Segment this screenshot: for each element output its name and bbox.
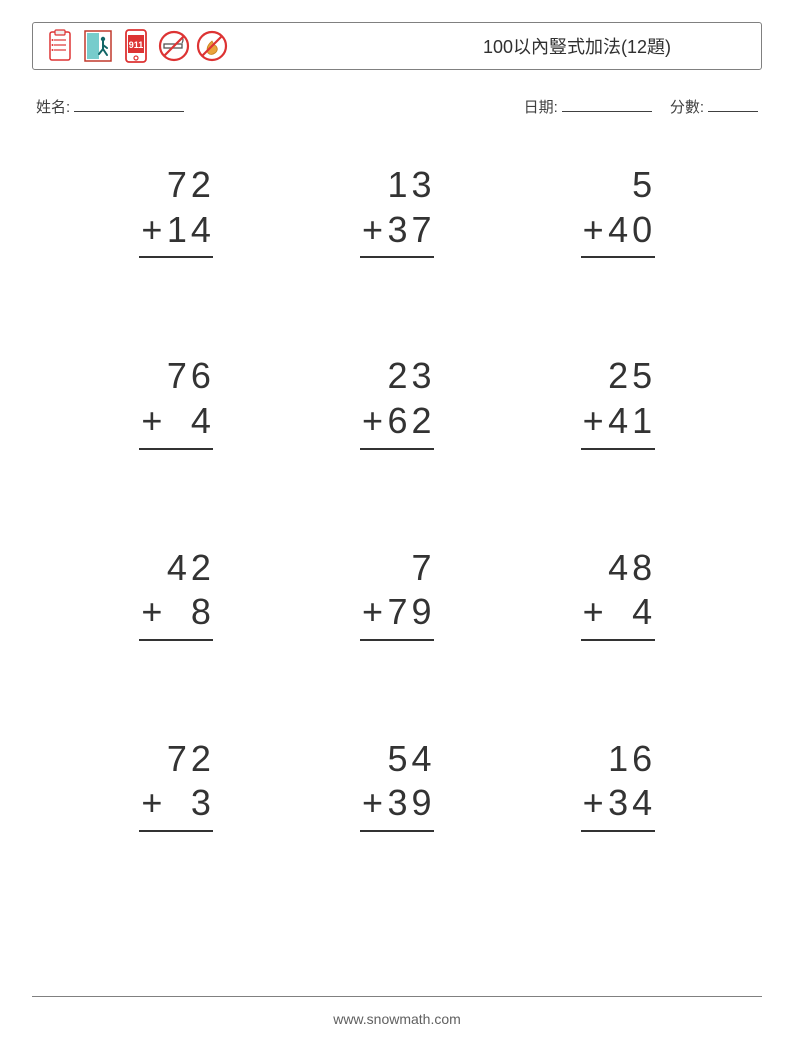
addend-bottom: +40 [581,208,655,253]
sum-rule [360,639,434,641]
problem-12: 16+34 [507,737,728,832]
addend-bottom: +79 [360,590,434,635]
problem-stack: 5+40 [581,163,655,258]
sum-rule [581,256,655,258]
problem-5: 23+62 [287,354,508,449]
problem-stack: 76+ 4 [139,354,213,449]
date-blank[interactable] [562,98,652,112]
problem-1: 72+14 [66,163,287,258]
addend-bottom: +39 [360,781,434,826]
footer-url: www.snowmath.com [0,1011,794,1027]
problem-11: 54+39 [287,737,508,832]
problem-stack: 7+79 [360,546,434,641]
problem-6: 25+41 [507,354,728,449]
svg-text:911: 911 [129,40,144,50]
problem-stack: 72+ 3 [139,737,213,832]
problem-stack: 23+62 [360,354,434,449]
addend-top: 72 [139,737,213,782]
problem-stack: 16+34 [581,737,655,832]
phone-911-icon: 911 [119,27,153,65]
addend-top: 5 [581,163,655,208]
addend-top: 23 [360,354,434,399]
problem-7: 42+ 8 [66,546,287,641]
problem-stack: 48+ 4 [581,546,655,641]
problem-10: 72+ 3 [66,737,287,832]
problem-4: 76+ 4 [66,354,287,449]
problem-stack: 72+14 [139,163,213,258]
sum-rule [139,639,213,641]
addend-top: 16 [581,737,655,782]
sum-rule [581,639,655,641]
worksheet-title: 100以內豎式加法(12題) [483,33,751,59]
addend-top: 54 [360,737,434,782]
sum-rule [581,448,655,450]
info-row: 姓名: 日期: 分數: [32,96,762,117]
addend-top: 42 [139,546,213,591]
header-icons: 911 [43,27,229,65]
addend-bottom: +62 [360,399,434,444]
problem-2: 13+37 [287,163,508,258]
problem-stack: 13+37 [360,163,434,258]
problems-grid: 72+14 13+37 5+40 76+ 4 23+62 25+41 42+ 8… [32,163,762,832]
no-fire-icon [195,27,229,65]
date-label: 日期: [524,96,558,117]
sum-rule [360,830,434,832]
problem-stack: 54+39 [360,737,434,832]
addend-top: 25 [581,354,655,399]
exit-door-icon [81,27,115,65]
addend-bottom: +34 [581,781,655,826]
sum-rule [139,448,213,450]
sum-rule [139,830,213,832]
addend-top: 7 [360,546,434,591]
header-box: 911 100以內豎式加法(12題) [32,22,762,70]
addend-top: 72 [139,163,213,208]
score-label: 分數: [670,96,704,117]
addend-top: 48 [581,546,655,591]
problem-8: 7+79 [287,546,508,641]
footer-divider [32,996,762,997]
sum-rule [360,448,434,450]
addend-bottom: +41 [581,399,655,444]
addend-top: 13 [360,163,434,208]
addend-bottom: +37 [360,208,434,253]
addend-bottom: +14 [139,208,213,253]
problem-9: 48+ 4 [507,546,728,641]
problem-3: 5+40 [507,163,728,258]
sum-rule [139,256,213,258]
addend-top: 76 [139,354,213,399]
no-smoking-icon [157,27,191,65]
problem-stack: 25+41 [581,354,655,449]
addend-bottom: + 3 [139,781,213,826]
addend-bottom: + 8 [139,590,213,635]
name-blank[interactable] [74,98,184,112]
score-blank[interactable] [708,98,758,112]
addend-bottom: + 4 [581,590,655,635]
sum-rule [581,830,655,832]
problem-stack: 42+ 8 [139,546,213,641]
sum-rule [360,256,434,258]
addend-bottom: + 4 [139,399,213,444]
name-label: 姓名: [36,96,70,117]
clipboard-icon [43,27,77,65]
